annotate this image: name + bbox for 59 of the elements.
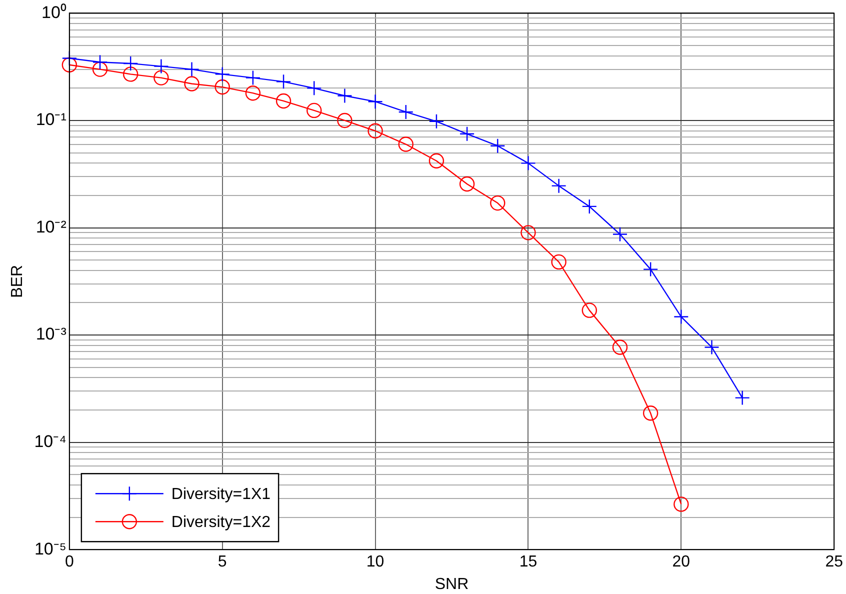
y-tick-label: 10⁰ (41, 2, 66, 22)
point (306, 80, 322, 96)
point (214, 79, 230, 95)
point (276, 74, 292, 90)
point (184, 62, 200, 77)
x-tick-label: 10 (366, 554, 384, 571)
point (154, 58, 169, 74)
point (520, 156, 536, 171)
point (612, 226, 628, 242)
point (245, 85, 261, 101)
x-tick-label: 15 (519, 554, 538, 571)
point (368, 123, 383, 138)
x-tick-label: 20 (672, 554, 690, 571)
y-tick-label: 10⁻¹ (36, 110, 67, 130)
y-tick-label: 10⁻³ (36, 324, 67, 344)
y-axis-title: BER (9, 264, 26, 298)
point (612, 340, 628, 355)
point (459, 126, 475, 142)
point (642, 262, 658, 277)
point (428, 114, 444, 130)
point (551, 254, 566, 270)
point (582, 198, 597, 214)
point (368, 94, 383, 110)
point (674, 309, 689, 324)
point (642, 406, 658, 421)
x-tick-label: 0 (64, 554, 74, 571)
point (490, 138, 506, 154)
point (398, 136, 414, 152)
point (92, 62, 108, 77)
point (62, 57, 78, 72)
legend-label: Diversity=1X2 (171, 514, 271, 532)
point (184, 76, 200, 92)
y-tick-label: 10⁻² (36, 217, 67, 236)
point (459, 176, 475, 192)
x-tick-label: 25 (825, 554, 844, 571)
point (154, 70, 169, 86)
point (490, 195, 506, 211)
point (214, 66, 230, 82)
point (520, 225, 536, 240)
point (674, 496, 689, 512)
point (428, 153, 444, 168)
point (551, 178, 566, 194)
point (398, 104, 414, 120)
point (306, 102, 322, 118)
point (734, 390, 750, 406)
point (92, 54, 108, 70)
point (122, 56, 138, 72)
point (122, 66, 138, 82)
y-tick-label: 10⁻⁴ (34, 432, 66, 452)
legend-label: Diversity=1X1 (171, 486, 271, 504)
point (337, 112, 352, 128)
x-axis-title: SNR (434, 576, 469, 593)
x-tick-label: 5 (218, 554, 227, 571)
point (245, 70, 261, 86)
y-tick-label: 10⁻⁵ (34, 539, 66, 558)
point (276, 93, 292, 109)
point (704, 340, 720, 355)
point (337, 88, 352, 104)
point (582, 302, 597, 318)
